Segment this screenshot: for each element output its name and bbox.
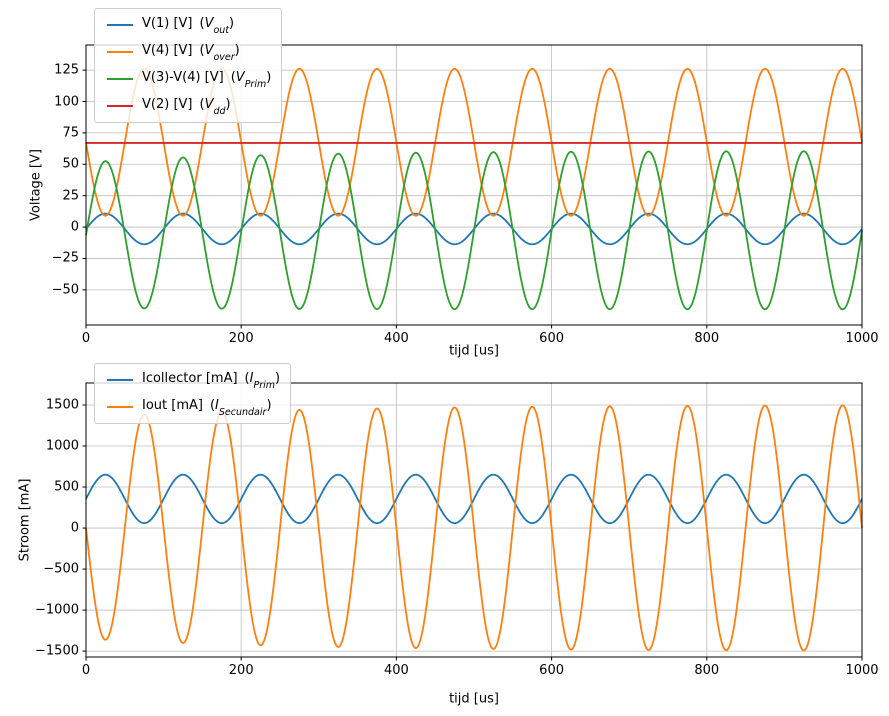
- x-tick-label: 200: [228, 663, 254, 678]
- y-tick-label: −500: [43, 561, 79, 577]
- x-axis-label-top: tijd [us]: [449, 343, 499, 359]
- legend-item-vdd: V(2) [V] (Vdd): [105, 97, 271, 117]
- series-line: [85, 150, 863, 311]
- series-line: [85, 473, 863, 525]
- y-tick-label: 125: [54, 62, 79, 78]
- x-tick-label: 400: [383, 663, 409, 678]
- x-tick-label: 200: [228, 331, 254, 346]
- legend-line-sample: [107, 379, 133, 382]
- y-tick-label: 75: [62, 125, 79, 141]
- legend-stroom: Icollector [mA] (IPrim) Iout [mA] (ISecund…: [94, 363, 292, 425]
- legend-item-vprim: V(3)-V(4) [V] (VPrim): [105, 70, 272, 90]
- legend-line-sample: [107, 24, 133, 27]
- legend-item-vout: V(1) [V] (Vout): [105, 16, 271, 36]
- legend-label: Iout [mA] (ISecundair): [142, 398, 272, 418]
- legend-label: V(4) [V] (Vover): [142, 43, 240, 63]
- legend-label: Icollector [mA] (IPrim): [142, 371, 281, 391]
- y-tick-label: 25: [62, 188, 79, 204]
- legend-label: V(1) [V] (Vout): [142, 16, 235, 36]
- y-tick-label: 0: [70, 520, 79, 536]
- x-tick-label: 0: [81, 331, 91, 346]
- y-tick-label: −1000: [35, 602, 79, 618]
- series-line: [85, 404, 863, 652]
- x-tick-label: 1000: [845, 663, 879, 678]
- y-tick-label: 1000: [45, 438, 79, 454]
- axes-spines: [85, 44, 863, 326]
- legend-item-vover: V(4) [V] (Vover): [105, 43, 271, 63]
- legend-line-sample: [107, 51, 133, 54]
- y-tick-label: 100: [54, 94, 79, 109]
- axes-spines: [85, 382, 863, 658]
- legend-line-sample: [107, 105, 133, 108]
- y-tick-label: 0: [70, 219, 79, 235]
- legend-item-iout: Iout [mA] (ISecundair): [105, 398, 280, 418]
- legend-label: V(3)-V(4) [V] (VPrim): [142, 70, 272, 90]
- y-tick-label: 500: [54, 479, 79, 495]
- legend-item-icollector: Icollector [mA] (IPrim): [105, 371, 281, 391]
- x-axis-label-bottom: tijd [us]: [449, 691, 499, 707]
- legend-voltage: V(1) [V] (Vout) V(4) [V] (Vover) V(3)-V(4)…: [94, 8, 283, 124]
- y-axis-label-stroom: Stroom [mA]: [17, 478, 33, 562]
- x-tick-label: 600: [539, 331, 565, 346]
- y-tick-label: 50: [62, 156, 79, 172]
- y-axis-label-voltage: Voltage [V]: [28, 149, 44, 221]
- x-tick-label: 800: [694, 663, 720, 678]
- legend-line-sample: [107, 78, 133, 81]
- y-tick-label: −25: [51, 250, 79, 266]
- x-tick-label: 400: [383, 331, 409, 346]
- x-tick-label: 0: [81, 663, 91, 678]
- x-tick-label: 800: [694, 331, 720, 346]
- legend-label: V(2) [V] (Vdd): [142, 97, 231, 117]
- y-tick-label: 1500: [45, 397, 79, 413]
- legend-line-sample: [107, 406, 133, 409]
- y-tick-label: −50: [51, 282, 79, 298]
- x-tick-label: 1000: [845, 331, 879, 346]
- x-tick-label: 600: [539, 663, 565, 678]
- y-tick-label: −1500: [35, 643, 79, 659]
